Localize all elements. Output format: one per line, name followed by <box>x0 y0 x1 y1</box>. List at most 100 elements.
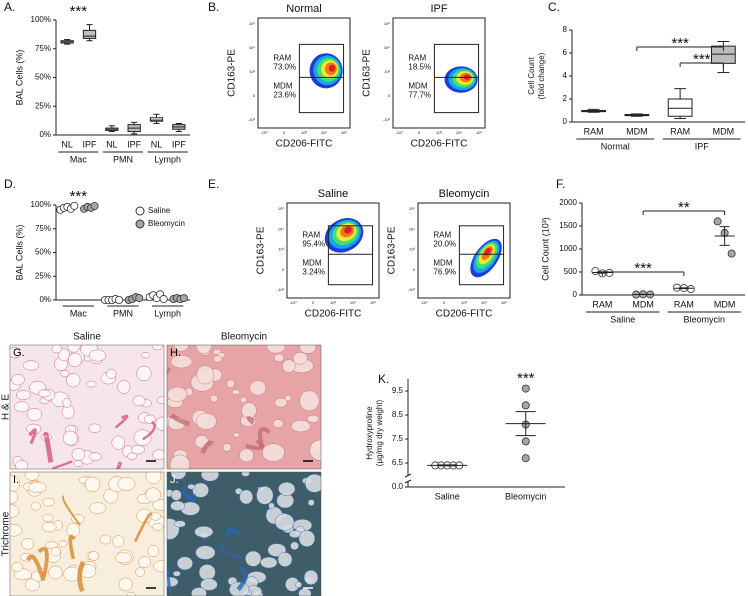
y-tick-label: 7.5 <box>392 434 404 443</box>
x-axis-label: CD206-FITC <box>411 139 468 150</box>
alveolus <box>42 514 54 523</box>
data-point <box>159 295 168 304</box>
data-point <box>521 401 530 410</box>
significance-label: *** <box>671 35 689 52</box>
alveolus <box>274 353 285 363</box>
gate-name: RAM <box>433 230 451 239</box>
x-tick-label: MDM <box>632 299 654 309</box>
x-tick-label: 10⁴ <box>456 130 462 135</box>
micrograph <box>167 345 321 469</box>
gate-percent: 95.4% <box>302 239 325 248</box>
tile-frame <box>166 471 322 596</box>
y-axis-label: CD163-PE <box>227 49 238 97</box>
tissue-strand <box>133 512 153 543</box>
y-tick-label: 0 <box>573 290 578 299</box>
x-tick-label: 10³ <box>436 130 442 135</box>
alveolus <box>67 345 81 353</box>
x-tick-label: RAM <box>674 299 694 309</box>
y-tick-label: 100% <box>31 200 51 209</box>
tissue-strand <box>142 420 156 441</box>
significance-label: *** <box>70 188 88 205</box>
alveolus <box>226 379 235 388</box>
alveolus <box>117 379 131 394</box>
alveolus <box>195 545 216 560</box>
alveolus <box>196 412 217 430</box>
x-axis-label: CD206-FITC <box>305 309 362 320</box>
y-tick-label: 10⁴ <box>409 226 415 231</box>
gate <box>298 43 345 114</box>
y-tick-label: 10³ <box>278 247 284 252</box>
alveolus <box>71 447 86 461</box>
alveolus <box>15 459 29 469</box>
tissue-strand <box>26 554 46 582</box>
tissue-strand <box>115 461 122 469</box>
x-tick-label: -10³ <box>420 300 428 305</box>
y-tick-label: 10⁵ <box>278 206 284 211</box>
tissue-strand <box>68 534 76 560</box>
gate-name: RAM <box>408 54 426 63</box>
tile-frame <box>166 344 322 470</box>
alveolus <box>192 482 210 498</box>
x-tick-label: MDM <box>714 299 736 309</box>
alveolus <box>88 349 107 362</box>
x-tick-label: 10³ <box>461 300 467 305</box>
alveolus <box>88 452 102 461</box>
density-plot <box>470 238 502 278</box>
y-axis-label: CD163-PE <box>387 226 398 274</box>
y-tick-label: 10⁵ <box>384 21 390 26</box>
alveolus <box>30 501 41 511</box>
gate-name: MDM <box>408 82 427 91</box>
alveolus <box>84 476 101 492</box>
alveolus <box>195 345 212 355</box>
y-tick-label: 10³ <box>384 69 390 74</box>
alveolus <box>303 569 319 586</box>
alveolus <box>170 489 182 501</box>
alveolus <box>278 481 296 496</box>
plot-frame <box>257 17 351 129</box>
tissue-strand <box>169 413 191 427</box>
alveolus <box>172 570 181 577</box>
density-plot <box>324 218 364 253</box>
box <box>149 117 164 122</box>
alveolus <box>198 564 216 581</box>
alveolus <box>10 346 21 359</box>
alveolus <box>99 534 112 545</box>
alveolus <box>50 546 61 557</box>
data-point <box>521 454 530 463</box>
alveolus <box>170 354 193 369</box>
alveolus <box>187 483 196 490</box>
alveolus <box>147 544 159 558</box>
x-tick-label: NL <box>151 139 163 149</box>
alveolus <box>153 560 164 573</box>
group-label: Bleomycin <box>683 314 725 324</box>
box <box>667 98 693 117</box>
alveolus <box>307 414 320 423</box>
tissue-strand <box>185 493 197 503</box>
tissue-strand <box>77 560 86 593</box>
alveolus <box>145 472 162 485</box>
panel-letter: J. <box>170 474 179 486</box>
x-tick-label: Mac <box>70 308 88 318</box>
y-tick-label: 0 <box>388 93 391 98</box>
tissue-strand <box>245 439 264 451</box>
alveolus <box>145 487 161 503</box>
legend-label: Bleomycin <box>148 219 185 228</box>
alveolus <box>266 345 286 354</box>
group-label: Saline <box>610 314 635 324</box>
alveolus <box>136 365 152 382</box>
data-point <box>70 201 79 210</box>
alveolus <box>277 551 293 567</box>
alveolus <box>60 370 70 378</box>
alveolus <box>10 490 19 505</box>
alveolus <box>213 355 223 363</box>
y-tick-label: -10³ <box>383 117 391 122</box>
box <box>82 29 97 39</box>
alveolus <box>292 351 308 365</box>
gate-percent: 20.0% <box>433 239 456 248</box>
x-tick-label: 10⁵ <box>370 300 376 305</box>
alveolus <box>176 556 194 571</box>
y-tick-label: 500 <box>564 267 578 276</box>
x-tick-label: 10³ <box>301 130 307 135</box>
x-tick-label: 10⁵ <box>476 130 482 135</box>
x-tick-label: 10⁴ <box>321 130 327 135</box>
